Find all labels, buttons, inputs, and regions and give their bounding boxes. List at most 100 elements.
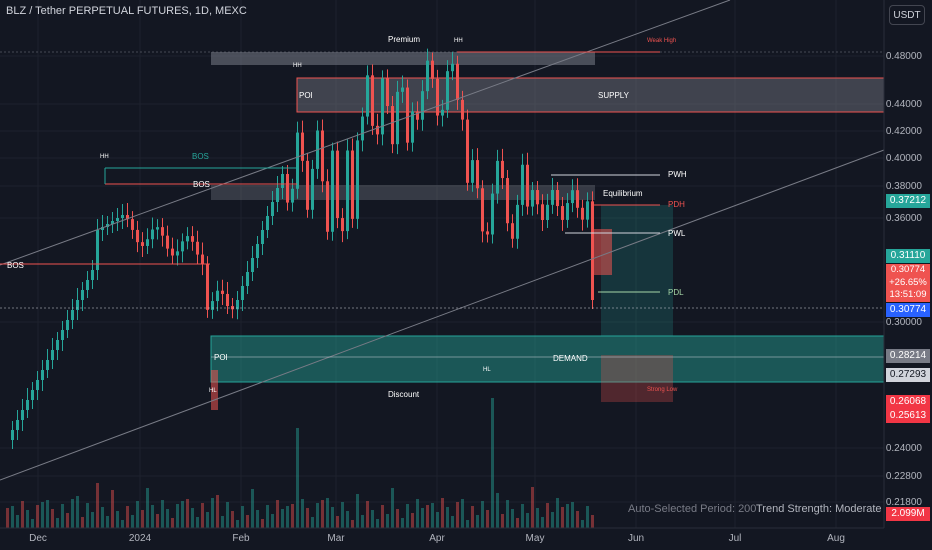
candle-body [466,119,469,183]
bos-label: BOS [7,261,24,270]
hl-label: HL [209,388,217,394]
candle-body [376,125,379,135]
candle-body [191,236,194,242]
candle-body [471,160,474,183]
candle-body [531,190,534,207]
candle-body [381,78,384,135]
price-tag-equilibrium: 0.37212 [886,194,930,208]
candle-body [456,63,459,100]
candle-body [256,244,259,258]
pdl-label: PDL [668,288,684,297]
supply-zone [296,77,885,113]
candle-body [186,236,189,242]
candle-body [251,258,254,272]
candle-body [46,360,49,370]
candle-body [426,60,429,92]
volume-bar [496,493,499,528]
volume-bar [561,507,564,528]
volume-bar [61,504,64,528]
volume-bar [396,509,399,528]
candle-body [411,111,414,143]
volume-bar [446,507,449,528]
volume-bar [511,509,514,528]
volume-bar [206,512,209,528]
candle-body [431,60,434,79]
volume-bar [126,506,129,528]
candle-body [286,174,289,203]
volume-bar [536,508,539,528]
volume-bar [501,514,504,528]
volume-bar [66,513,69,528]
candle-body [326,181,329,232]
volume-bar [221,516,224,528]
volume-bar [296,428,299,528]
candle-body [146,239,149,246]
volume-bar [331,507,334,528]
hl-marker [211,370,218,410]
channel-lower [0,149,885,481]
premium-zone [211,52,595,65]
volume-bar [121,520,124,528]
volume-bar [251,489,254,528]
currency-button[interactable]: USDT [889,5,925,25]
volume-bar [226,502,229,528]
demand-zone [210,335,885,383]
volume-bar [436,512,439,528]
candle-body [441,109,444,116]
candle-body [206,264,209,310]
candle-body [321,130,324,182]
candle-body [276,188,279,202]
volume-bar [481,501,484,528]
candle-body [361,116,364,141]
candle-body [446,71,449,110]
candle-body [51,350,54,360]
price-tick: 0.24000 [885,443,922,454]
candle-body [356,140,359,219]
time-label: Apr [429,533,445,544]
volume-bar [261,519,264,528]
bar-countdown: 13:51:09 [889,289,927,300]
candle-body [451,63,454,72]
volume-bar [576,511,579,528]
candle-body [26,400,29,410]
volume-bar [186,499,189,528]
candle-body [341,218,344,232]
candle-body [246,272,249,286]
volume-bar [56,518,59,528]
candle-body [271,202,274,216]
volume-bar [386,514,389,528]
volume-bar [131,515,134,528]
candle-body [331,150,334,232]
candle-body [301,132,304,161]
volume-bar [421,508,424,528]
candle-body [501,160,504,179]
candle-body [371,75,374,126]
candle-body [196,241,199,255]
price-tick: 0.40000 [885,153,922,164]
candle-body [281,174,284,188]
volume-bar [556,498,559,528]
candle-body [91,270,94,280]
volume-bar [381,505,384,528]
time-label: Jun [627,533,645,544]
candle-body [496,160,499,194]
volume-bar [201,503,204,528]
candle-body [461,99,464,120]
equilibrium-label: Equilibrium [603,189,643,198]
candle-body [516,204,519,239]
candle-body [576,190,579,208]
candle-body [551,190,554,205]
time-label: Jul [728,533,742,544]
price-change: +26.65% [889,276,927,288]
candle-body [421,91,424,120]
volume-bar [16,515,19,528]
volume-bar [161,500,164,528]
hl-label: HL [483,367,491,373]
candle-body [116,218,119,221]
time-label: Feb [232,533,250,544]
volume-bar [426,505,429,528]
volume-bar [471,506,474,528]
poi-label: POI [299,91,313,100]
volume-bar [151,505,154,528]
